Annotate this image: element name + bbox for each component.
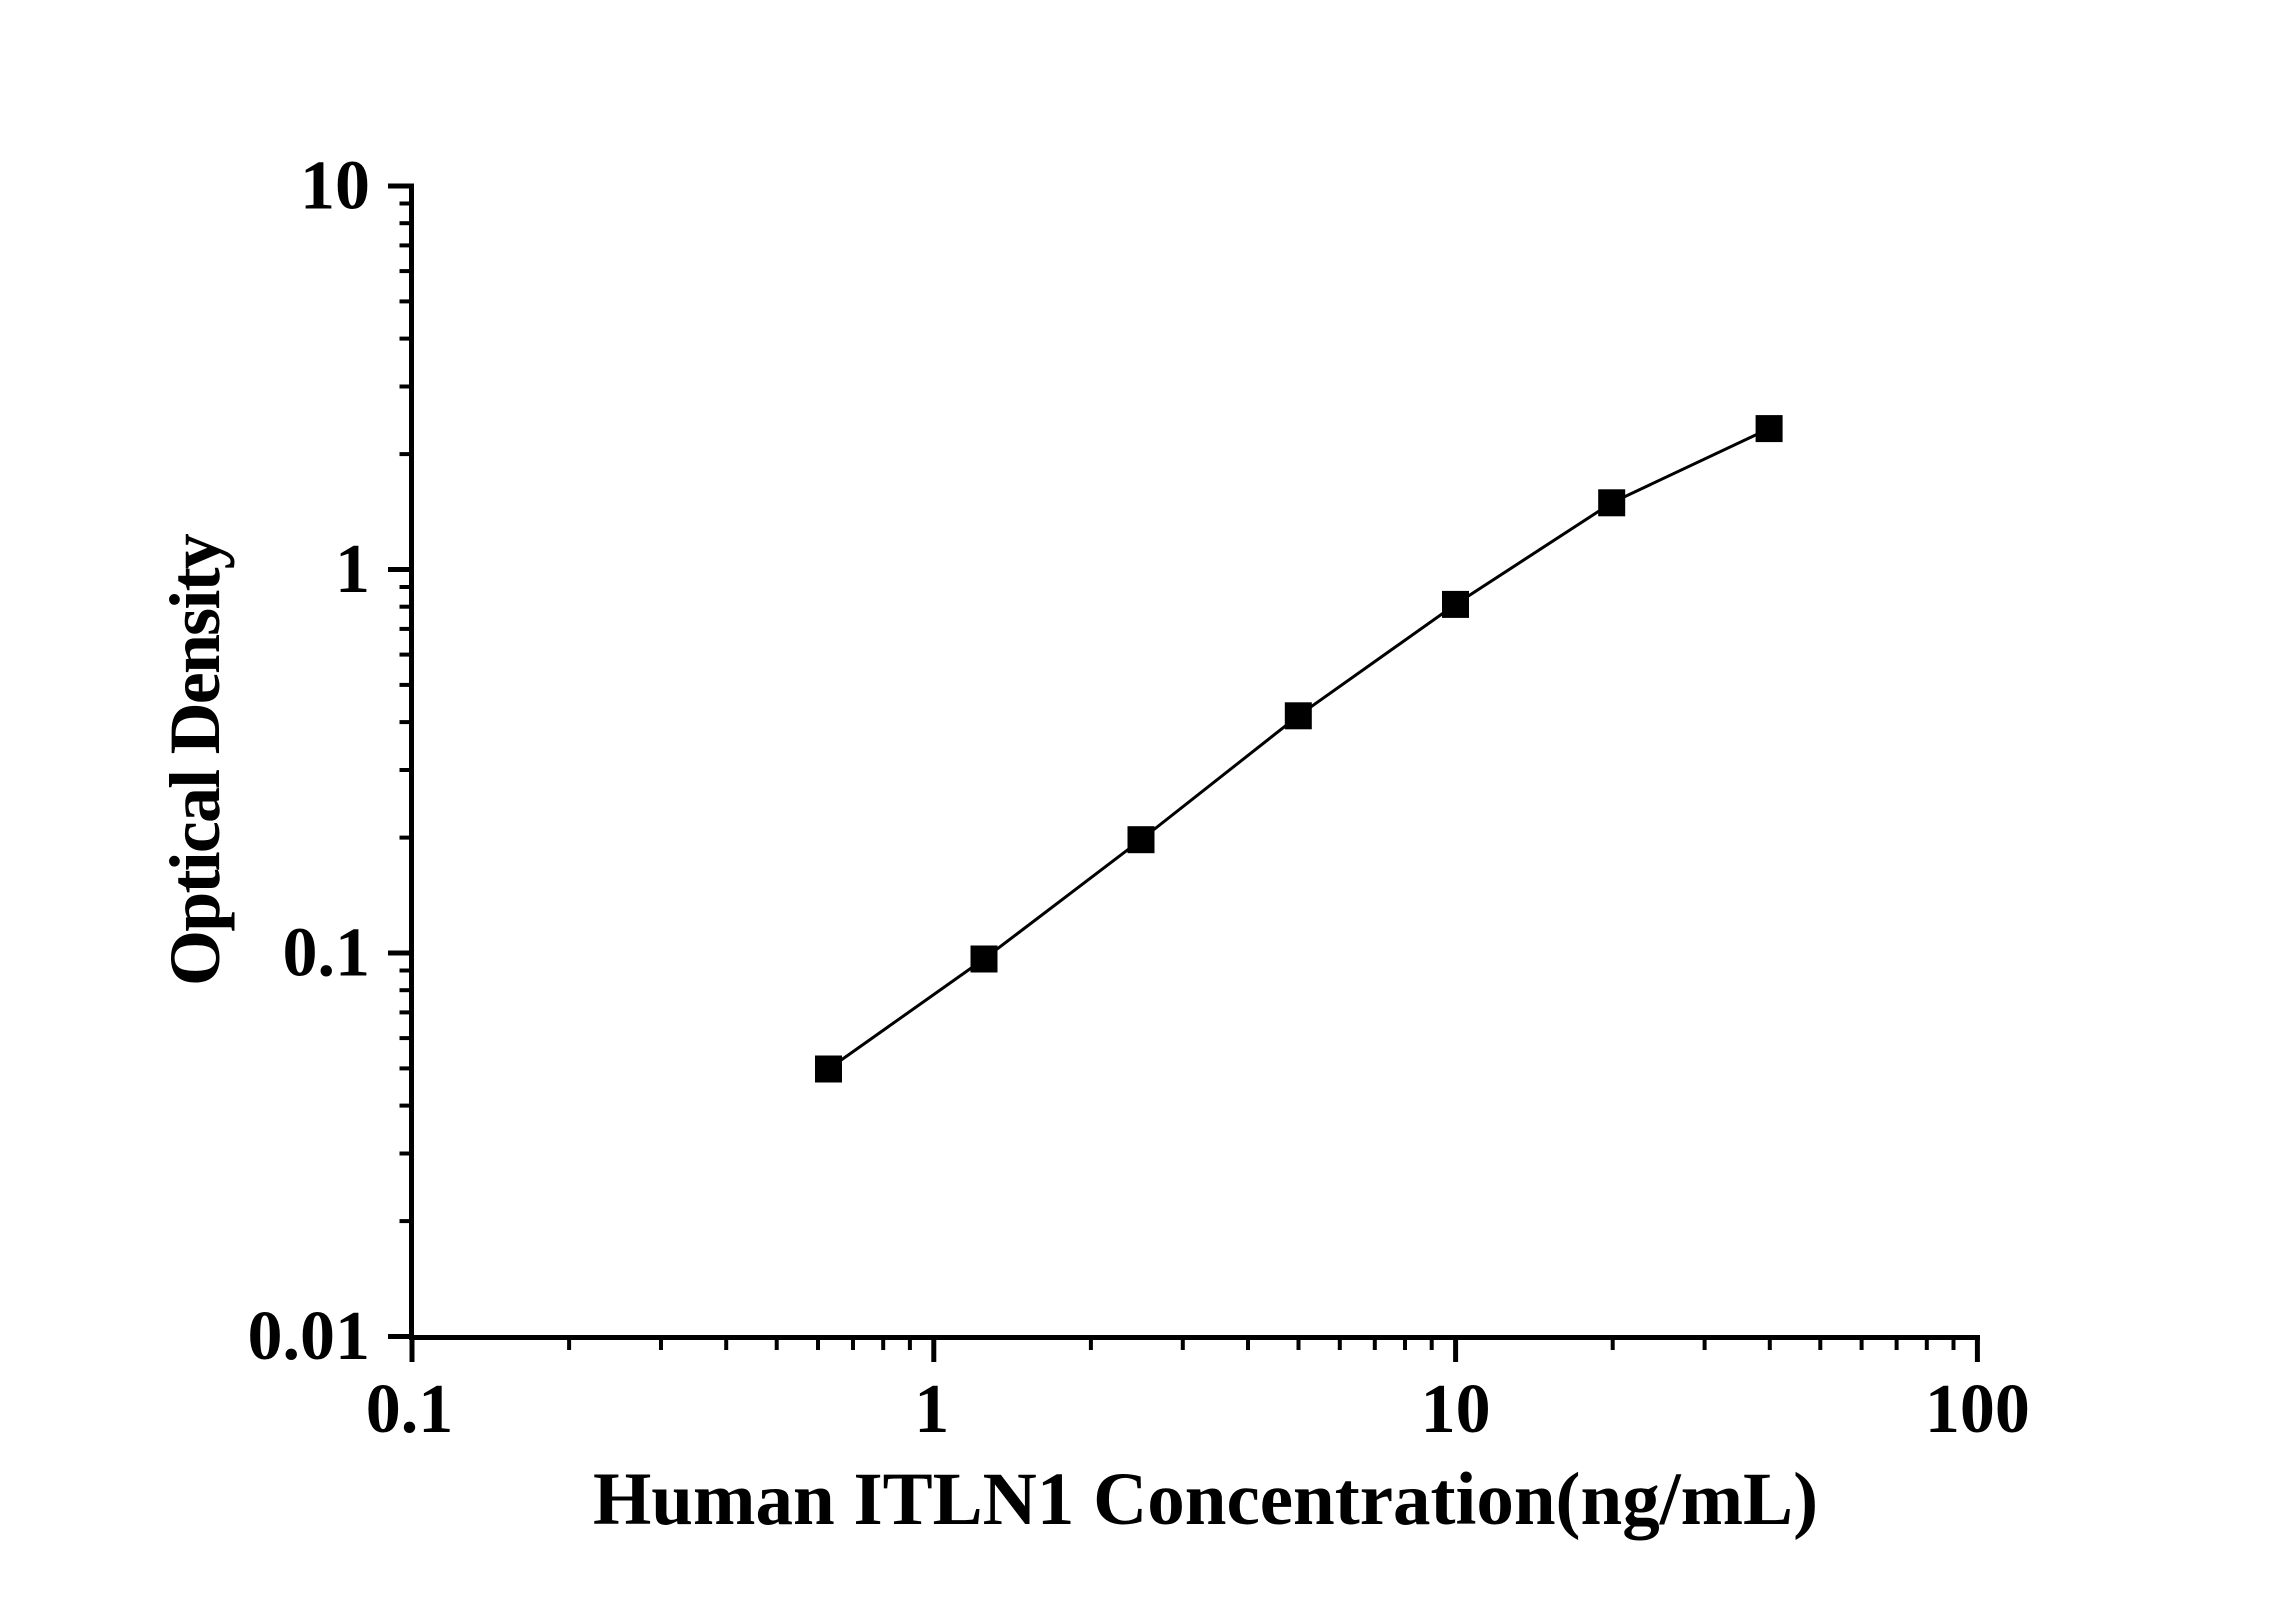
svg-text:0.1: 0.1 — [366, 1371, 454, 1448]
svg-text:10: 10 — [1421, 1371, 1491, 1448]
svg-text:Optical Density: Optical Density — [155, 533, 235, 986]
svg-text:100: 100 — [1925, 1371, 2030, 1448]
svg-text:10: 10 — [300, 148, 370, 225]
svg-text:Human ITLN1 Concentration(ng/m: Human ITLN1 Concentration(ng/mL) — [593, 1458, 1818, 1541]
svg-text:1: 1 — [914, 1371, 949, 1448]
svg-text:0.1: 0.1 — [283, 915, 371, 992]
svg-text:0.01: 0.01 — [248, 1298, 371, 1375]
svg-text:1: 1 — [335, 531, 370, 608]
